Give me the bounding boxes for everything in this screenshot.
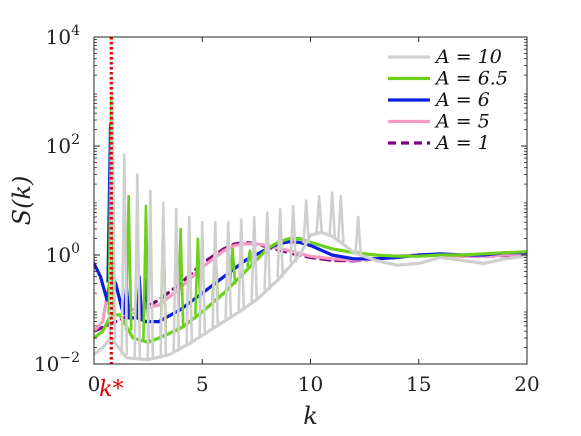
x-tick-label: 5: [196, 372, 209, 396]
y-tick-label: 104: [46, 23, 80, 49]
series-0-spike: [289, 204, 298, 263]
series-0-spike: [237, 218, 246, 311]
series-3-line: [94, 242, 527, 333]
x-axis-label: k: [303, 402, 318, 430]
series-0-spike: [354, 215, 363, 255]
legend: A = 10A = 6.5A = 6A = 5A = 1: [388, 46, 508, 154]
axes-layer: 0 5 10 15 20 10−2 100 102 104 k S(k): [8, 23, 540, 430]
series-0-spike: [172, 207, 181, 351]
series-0-spike: [302, 199, 311, 244]
series-0-spike: [328, 191, 337, 237]
series-3: [94, 242, 527, 333]
legend-label: A = 5: [434, 111, 490, 133]
series-0-spike: [211, 220, 220, 328]
series-0-spike: [146, 189, 155, 360]
x-tick-label: 0: [88, 372, 101, 396]
x-tick-label: 20: [514, 372, 539, 396]
series-0-spike: [120, 153, 129, 355]
series-0-line: [94, 230, 527, 362]
series-1-line: [94, 237, 527, 344]
series-0-spike: [198, 220, 207, 336]
series-0-spike: [133, 173, 142, 359]
series-0-spike: [224, 220, 233, 319]
x-tick-label: 15: [406, 372, 431, 396]
series-0-spike: [336, 194, 345, 243]
legend-label: A = 10: [434, 46, 502, 68]
legend-label: A = 6.5: [434, 68, 508, 90]
legend-label: A = 1: [434, 132, 490, 154]
kstar-label: k*: [99, 377, 123, 402]
series-0-spike: [276, 207, 285, 278]
y-tick-label: 10−2: [34, 350, 80, 376]
y-tick-label: 102: [46, 132, 80, 158]
series-layer: [94, 92, 527, 362]
y-tick-label: 100: [46, 241, 80, 267]
y-axis-label: S(k): [8, 176, 36, 226]
series-0-spike: [263, 211, 272, 290]
legend-label: A = 6: [434, 89, 490, 111]
series-0-spike: [185, 215, 194, 344]
x-tick-label: 10: [298, 372, 323, 396]
annotation-layer: k*: [99, 37, 123, 402]
series-0-spike: [315, 194, 324, 234]
series-0-spike: [250, 215, 259, 302]
series-0-spike: [159, 201, 168, 357]
